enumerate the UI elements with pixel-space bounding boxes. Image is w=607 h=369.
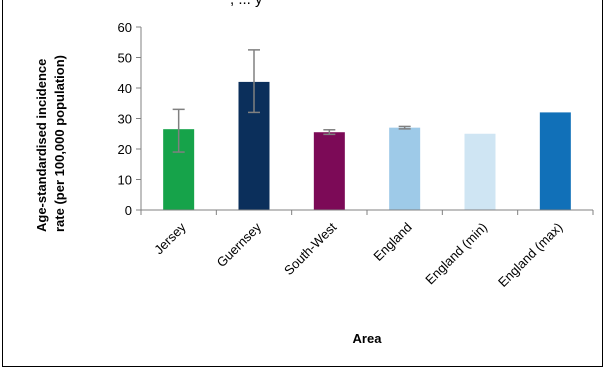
axes [136, 26, 594, 215]
x-tick-label: Jersey [151, 219, 189, 257]
error-bars [172, 49, 411, 153]
y-tick-label: 0 [125, 203, 132, 218]
y-axis-label-line-1: Age-standardised incidence [34, 59, 49, 232]
y-tick-label: 20 [118, 142, 132, 157]
y-axis-label-line-2: rate (per 100,000 population) [52, 55, 67, 232]
y-tick-labels: 0 10 20 30 40 50 60 [118, 20, 132, 218]
y-tick-label: 10 [118, 173, 132, 188]
chart-title: , ... y [230, 0, 263, 8]
x-tick-label: South-West [281, 219, 340, 278]
x-tick-labels: Jersey Guernsey South-West England England (… [151, 219, 565, 290]
y-tick-label: 60 [118, 20, 132, 35]
y-tick-label: 50 [118, 51, 132, 66]
y-axis-label: Age-standardised incidence rate (per 100… [34, 55, 67, 232]
x-tick-label: Guernsey [214, 219, 265, 270]
bar-south-west [313, 132, 345, 210]
x-tick-label: England (max) [495, 220, 565, 290]
x-axis-label: Area [353, 331, 383, 346]
x-tick-label: England (min) [422, 220, 490, 288]
y-tick-label: 30 [118, 112, 132, 127]
y-tick-label: 40 [118, 81, 132, 96]
bars [163, 81, 571, 211]
bar-england-min [464, 133, 496, 210]
bar-england-max [539, 112, 571, 210]
bar-england [389, 127, 421, 210]
x-tick-label: England [370, 220, 414, 264]
